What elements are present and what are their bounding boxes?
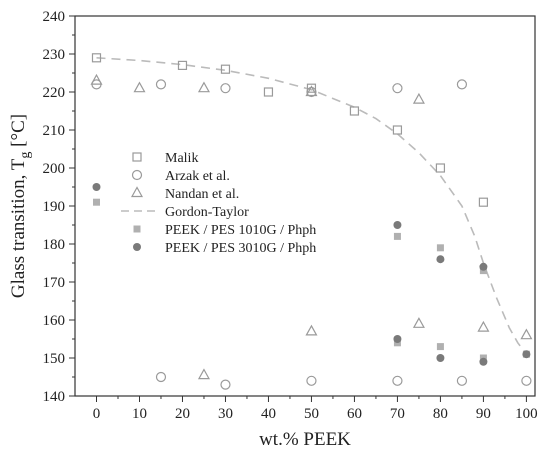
y-axis-label: Glass transition, Tg [°C] bbox=[8, 114, 33, 298]
legend-label: Arzak et al. bbox=[165, 169, 230, 184]
data-point bbox=[305, 324, 318, 336]
data-point bbox=[436, 354, 445, 362]
y-tick-label: 150 bbox=[43, 351, 66, 367]
data-point bbox=[393, 335, 402, 343]
y-tick-label: 160 bbox=[43, 313, 66, 329]
data-point bbox=[412, 92, 425, 104]
fit-curves bbox=[96, 57, 528, 355]
legend-marker-symbol bbox=[133, 243, 141, 251]
y-tick-label: 180 bbox=[43, 237, 66, 253]
legend-marker-symbol bbox=[133, 225, 141, 233]
y-tick-label: 200 bbox=[43, 161, 66, 177]
data-point bbox=[456, 375, 468, 386]
legend-label: Nandan et al. bbox=[165, 187, 239, 202]
legend-label: PEEK / PES 1010G / Phph bbox=[165, 223, 316, 238]
x-tick-label: 20 bbox=[175, 406, 190, 422]
legend-label: PEEK / PES 3010G / Phph bbox=[165, 241, 316, 256]
y-axis-label-main: Glass transition, T bbox=[8, 158, 29, 298]
data-point bbox=[305, 85, 318, 97]
data-point bbox=[133, 81, 146, 93]
data-point bbox=[479, 357, 488, 366]
y-tick-label: 190 bbox=[43, 199, 66, 215]
x-tick-label: 10 bbox=[132, 406, 147, 422]
data-point bbox=[522, 350, 531, 359]
x-tick-label: 70 bbox=[390, 406, 405, 422]
data-point bbox=[197, 81, 210, 93]
y-tick-label: 210 bbox=[43, 123, 66, 139]
data-markers bbox=[90, 53, 533, 390]
data-point bbox=[392, 375, 403, 386]
data-point bbox=[155, 371, 167, 383]
y-tick-label: 240 bbox=[43, 9, 66, 25]
y-tick-label: 170 bbox=[43, 275, 66, 291]
legend-marker-symbol bbox=[131, 169, 143, 181]
x-tick-label: 30 bbox=[218, 406, 233, 422]
y-tick-label: 140 bbox=[43, 389, 66, 405]
y-tick-label: 230 bbox=[43, 47, 66, 63]
data-point bbox=[306, 83, 317, 93]
x-tick-label: 80 bbox=[433, 406, 448, 422]
data-point bbox=[521, 375, 532, 386]
data-point bbox=[436, 255, 445, 264]
gordon-taylor-curve bbox=[96, 57, 528, 355]
legend-label: Malik bbox=[165, 151, 198, 166]
x-tick-label: 90 bbox=[476, 406, 491, 422]
data-point bbox=[520, 328, 533, 340]
plot-frame bbox=[74, 15, 536, 397]
x-tick-label: 0 bbox=[93, 406, 101, 422]
x-tick-label: 40 bbox=[261, 406, 276, 422]
y-axis-label-unit: [°C] bbox=[8, 114, 29, 152]
data-point bbox=[436, 343, 444, 351]
data-point bbox=[477, 320, 490, 332]
data-point bbox=[220, 83, 231, 94]
data-point bbox=[412, 317, 425, 328]
y-axis-label-subscript: g bbox=[18, 152, 33, 159]
legend-marker-symbol bbox=[132, 152, 142, 162]
x-tick-label: 60 bbox=[347, 406, 362, 422]
data-point bbox=[456, 79, 468, 90]
data-point bbox=[220, 379, 231, 390]
data-point bbox=[435, 163, 446, 173]
data-point bbox=[393, 221, 402, 229]
axis-ticks: 0 10 20 30 40 50 60 70 80 90 100 140 150 160 170 180 190… bbox=[43, 9, 538, 422]
data-point bbox=[392, 83, 403, 94]
data-point bbox=[263, 87, 274, 97]
data-point bbox=[479, 262, 488, 271]
data-point bbox=[155, 79, 167, 90]
data-point bbox=[92, 183, 101, 191]
data-point bbox=[478, 197, 489, 207]
data-point bbox=[220, 64, 231, 74]
legend: Malik Arzak et al. Nandan et al. Gordon-Tay… bbox=[121, 151, 316, 256]
data-point bbox=[392, 125, 403, 135]
x-axis-label: wt.% PEEK bbox=[259, 429, 351, 450]
data-point bbox=[349, 106, 360, 116]
y-tick-label: 220 bbox=[43, 85, 66, 101]
x-tick-label: 50 bbox=[304, 406, 319, 422]
data-point bbox=[436, 244, 444, 252]
data-point bbox=[393, 232, 401, 240]
data-point bbox=[91, 53, 102, 63]
data-point bbox=[177, 60, 188, 71]
data-point bbox=[197, 368, 210, 380]
legend-marker-symbol bbox=[130, 186, 144, 198]
data-point bbox=[92, 198, 100, 206]
data-point bbox=[90, 73, 103, 85]
data-point bbox=[306, 375, 317, 386]
legend-label: Gordon-Taylor bbox=[165, 205, 249, 220]
x-tick-label: 100 bbox=[515, 406, 538, 422]
